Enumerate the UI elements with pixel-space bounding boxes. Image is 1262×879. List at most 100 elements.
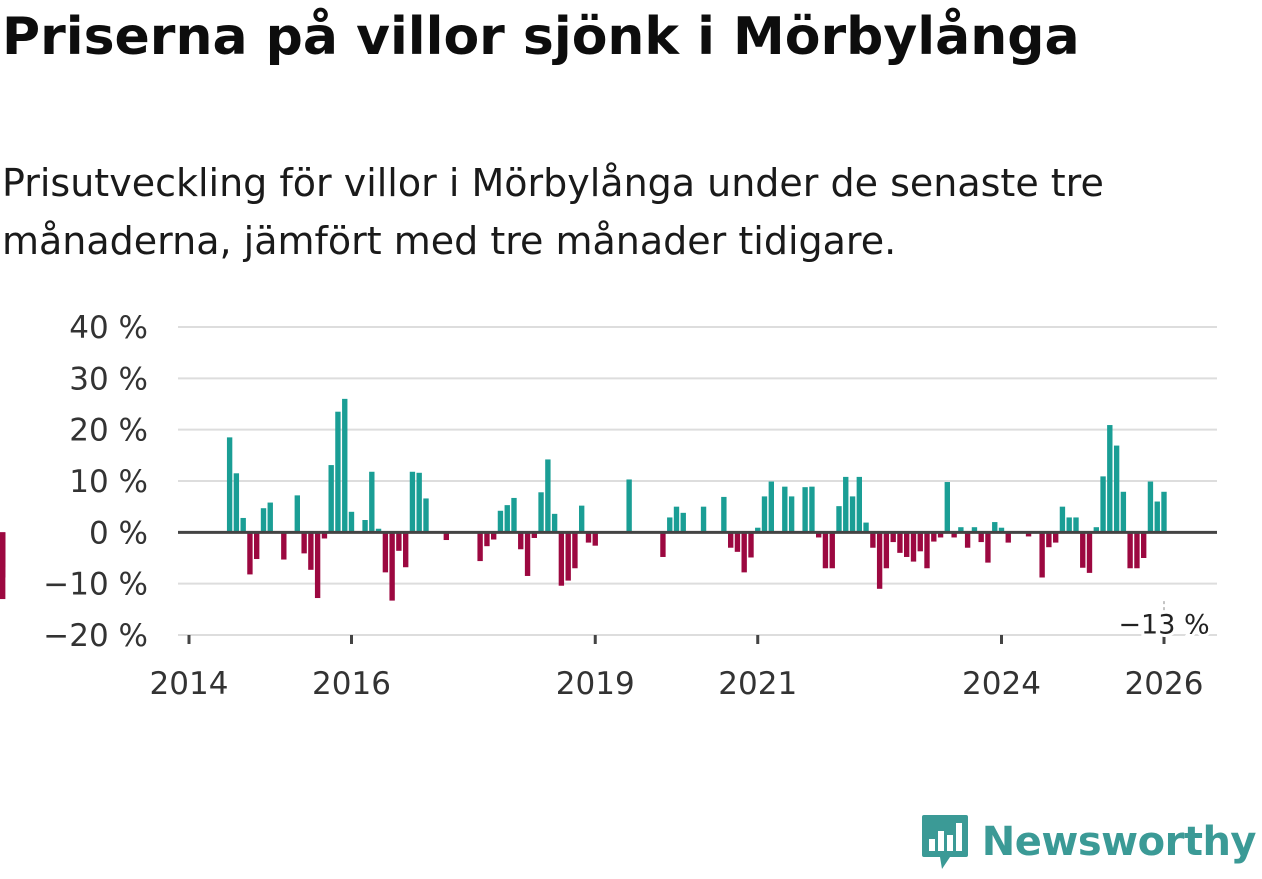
bar — [301, 532, 307, 554]
bar — [728, 532, 734, 548]
bar — [558, 532, 565, 586]
bar — [755, 527, 761, 533]
bar — [565, 532, 571, 581]
bar — [1053, 532, 1059, 543]
bar — [518, 532, 524, 550]
bar — [768, 481, 774, 533]
bar — [538, 492, 544, 533]
y-tick-label: 30 % — [69, 361, 148, 397]
bar — [240, 517, 246, 533]
x-tick-label: 2026 — [1125, 666, 1204, 702]
bar — [497, 510, 504, 533]
bar — [836, 506, 842, 533]
bar — [1107, 425, 1113, 533]
bar — [849, 496, 856, 533]
bar — [592, 532, 598, 546]
bar — [1039, 532, 1045, 578]
bar — [382, 532, 389, 573]
bar — [876, 532, 883, 589]
bar — [579, 505, 585, 533]
bar — [1059, 506, 1066, 533]
bar — [396, 532, 402, 551]
bar — [1025, 532, 1032, 537]
x-tick-label: 2019 — [556, 666, 635, 702]
bar — [1161, 491, 1167, 533]
annotation: −13 % — [1115, 601, 1213, 643]
bar — [958, 527, 964, 533]
y-axis: 40 % 30 % 20 % 10 % 0 % −10 % −20 % — [43, 310, 148, 654]
bar — [416, 472, 422, 533]
bar — [531, 532, 537, 538]
bar — [985, 532, 991, 563]
bar — [673, 506, 680, 533]
bar — [335, 411, 341, 533]
bar — [924, 532, 930, 569]
bar — [572, 532, 578, 569]
bar — [281, 532, 287, 560]
y-tick-label: −20 % — [43, 618, 148, 654]
bar — [226, 437, 233, 533]
bar — [822, 532, 829, 569]
bar — [904, 532, 910, 557]
bar — [782, 486, 788, 533]
bar — [761, 496, 768, 533]
bar — [809, 486, 815, 533]
bar — [389, 532, 395, 601]
y-tick-label: 10 % — [69, 464, 148, 500]
bar — [856, 476, 862, 533]
bar — [843, 476, 849, 533]
bar — [971, 527, 978, 533]
bar — [409, 471, 416, 533]
bar — [910, 532, 917, 562]
bar — [375, 528, 382, 533]
bar — [883, 532, 890, 569]
bar — [1093, 527, 1099, 533]
bar — [328, 465, 334, 533]
bar — [626, 479, 632, 533]
bar — [917, 532, 923, 552]
bar — [1147, 481, 1154, 533]
bar — [233, 473, 240, 533]
bar — [321, 532, 328, 539]
bar — [585, 532, 592, 543]
bar — [342, 398, 348, 533]
bar — [511, 497, 517, 533]
bar — [477, 532, 483, 562]
bar — [423, 498, 429, 533]
brand-name: Newsworthy — [981, 819, 1257, 865]
bar — [788, 496, 795, 533]
bar — [667, 517, 673, 533]
bar — [680, 512, 686, 533]
bar — [660, 532, 666, 557]
bar-chart: 40 %30 %20 %10 %0 %−10 %−20 % 2014 2016 20… — [0, 310, 1217, 702]
bar — [951, 532, 957, 538]
bar — [890, 532, 896, 543]
bar — [369, 471, 375, 533]
bar — [1154, 501, 1160, 533]
bar — [1120, 491, 1127, 533]
bar — [1005, 532, 1011, 543]
bar — [545, 459, 551, 533]
y-tick-label: 0 % — [89, 515, 148, 551]
bar — [1113, 445, 1120, 533]
bar — [267, 502, 273, 533]
bar — [524, 532, 531, 576]
y-tick-label: −10 % — [43, 567, 148, 603]
newsworthy-logo: Newsworthy — [920, 813, 1257, 871]
bar — [504, 505, 510, 533]
bar — [748, 532, 754, 558]
bar — [1141, 532, 1147, 558]
bar — [992, 522, 998, 533]
x-axis: 2014 2016 2019 2021 2024 2026 — [150, 635, 1204, 702]
bar — [978, 532, 984, 543]
bar — [998, 527, 1005, 533]
x-tick-label: 2024 — [962, 666, 1041, 702]
x-tick-label: 2021 — [718, 666, 797, 702]
bar — [443, 532, 449, 541]
bar — [863, 522, 869, 533]
bar-series — [0, 398, 1167, 601]
bar — [700, 506, 707, 533]
bar — [741, 532, 747, 573]
bar — [1086, 532, 1093, 573]
x-tick-label: 2014 — [150, 666, 229, 702]
